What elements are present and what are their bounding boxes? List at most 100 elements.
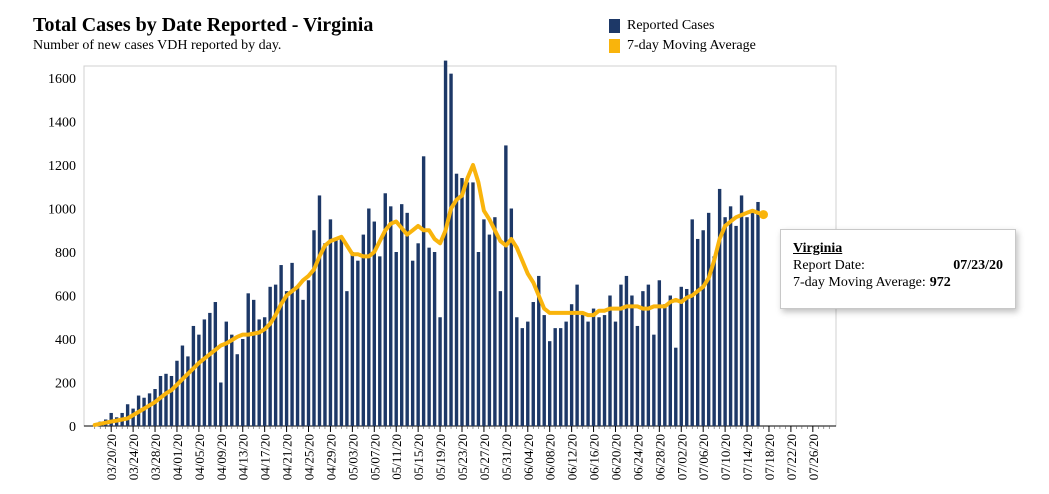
bar [597,317,601,426]
x-tick-label: 06/16/20 [587,434,602,480]
bar [350,252,355,426]
bar [663,304,667,426]
bar [624,275,629,426]
bar [339,238,344,426]
bar [630,295,634,426]
bar [487,234,492,426]
y-tick-label: 1600 [48,72,76,87]
bar [734,225,738,426]
legend-swatch-line [609,39,620,53]
tooltip-date-value: 07/23/20 [953,258,1003,273]
x-tick-label: 04/01/20 [170,434,185,480]
x-tick-label: 05/15/20 [411,434,426,480]
bar [164,373,168,426]
x-tick-label: 04/05/20 [192,434,207,480]
x-tick-label: 07/06/20 [696,434,711,480]
legend-label-moving-average: 7-day Moving Average [627,38,756,53]
bar [449,73,453,427]
bar [158,375,163,426]
bar [482,219,486,426]
y-tick-label: 600 [55,290,76,305]
bar [520,328,524,426]
bar [652,334,656,426]
bar [608,295,612,426]
x-tick-label: 07/10/20 [718,434,733,480]
y-tick-label: 1400 [48,116,76,131]
bar [202,319,207,426]
bar [432,252,437,426]
x-tick-label: 04/17/20 [258,434,273,480]
bar [476,252,481,426]
x-tick-label: 06/12/20 [565,434,580,480]
bar [175,360,179,426]
bar [531,302,535,426]
x-tick-label: 05/19/20 [433,434,448,480]
bar [312,230,316,426]
bar [443,60,448,426]
bar [197,334,201,426]
x-tick-label: 07/14/20 [740,434,755,480]
bar [301,299,305,426]
bar [701,230,705,426]
bar [739,195,744,426]
tooltip-date-label: Report Date: [793,258,865,273]
bar [306,280,311,426]
bar [191,325,196,426]
bar [542,315,546,426]
bar [756,201,760,426]
y-tick-label: 1000 [48,203,76,218]
bar [317,195,322,426]
bar [641,291,645,426]
x-tick-label: 04/25/20 [302,434,317,480]
bar [224,321,228,426]
bar [575,284,579,426]
bar [383,193,387,426]
x-tick-label: 03/24/20 [126,434,141,480]
legend-label-reported-cases: Reported Cases [627,18,715,33]
bar [334,238,338,426]
bar [580,315,585,426]
bar [548,341,552,426]
bar [728,206,733,426]
legend-item-reported-cases[interactable]: Reported Cases [609,16,756,36]
x-tick-label: 05/31/20 [499,434,514,480]
bar [405,212,409,426]
bar [668,295,672,426]
x-tick-label: 04/21/20 [280,434,295,480]
bar [169,375,174,426]
bar [284,291,289,426]
x-tick-label: 06/08/20 [543,434,558,480]
bar [125,404,130,426]
x-tick-label: 03/28/20 [148,434,163,480]
bar [394,252,398,426]
bar [690,219,694,426]
bar [613,321,618,426]
bar [564,321,568,426]
bar [706,212,711,426]
bar [679,286,683,426]
bar [345,291,349,426]
bar [361,234,366,426]
bar [586,321,590,426]
bar [279,265,283,426]
bar [416,243,420,426]
bar [356,260,360,426]
bar [389,206,393,426]
x-tick-label: 05/11/20 [389,434,404,480]
bar [142,397,146,426]
bar [427,247,431,426]
bar [471,182,475,426]
hover-point [758,210,768,220]
moving-average-line [92,163,766,427]
tooltip: Virginia Report Date: 07/23/20 7-day Mov… [780,229,1016,309]
bar [454,173,459,426]
legend-item-moving-average[interactable]: 7-day Moving Average [609,36,756,56]
legend: Reported Cases 7-day Moving Average [609,16,756,56]
tooltip-avg-value: 972 [929,275,951,290]
bar [635,325,640,426]
bar [498,291,503,426]
chart-subtitle: Number of new cases VDH reported by day. [33,38,282,53]
bar [569,304,574,426]
bar [685,288,689,426]
